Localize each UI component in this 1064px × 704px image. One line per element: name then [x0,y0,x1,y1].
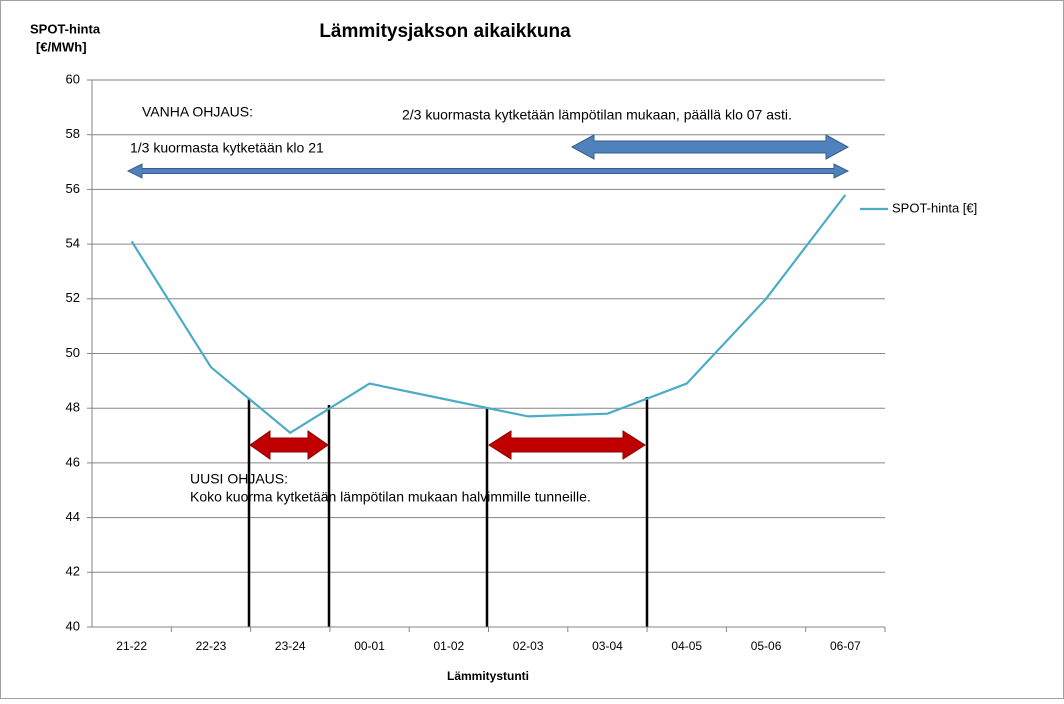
y-axis-label: SPOT-hinta [30,21,101,36]
x-tick-label: 03-04 [592,639,623,653]
x-tick-label: 21-22 [116,639,147,653]
y-tick-label: 52 [66,290,80,305]
x-tick-label: 05-06 [751,639,782,653]
y-tick-label: 56 [66,181,80,196]
x-tick-label: 23-24 [275,639,306,653]
y-tick-label: 46 [66,454,80,469]
series-line [130,194,847,435]
y-tick-label: 50 [66,345,80,360]
annotation: 1/3 kuormasta kytketään klo 21 [130,140,324,156]
y-tick-label: 42 [66,564,80,579]
x-tick-label: 22-23 [196,639,227,653]
annotation: UUSI OHJAUS: [190,471,288,487]
annotation: 2/3 kuormasta kytketään lämpötilan mukaa… [402,107,792,123]
x-axis-label: Lämmitystunti [447,669,529,683]
y-tick-label: 60 [66,71,80,86]
arrow [488,430,646,460]
x-tick-label: 06-07 [830,639,861,653]
x-tick-label: 00-01 [354,639,385,653]
annotation: Koko kuorma kytketään lämpötilan mukaan … [190,489,591,505]
y-tick-label: 40 [66,618,80,633]
y-tick-label: 44 [66,509,80,524]
legend-label: SPOT-hinta [€] [892,200,977,215]
y-axis-label: [€/MWh] [36,39,87,54]
arrow [570,134,850,160]
x-tick-label: 01-02 [433,639,464,653]
chart-title: Lämmitysjakson aikaikkuna [319,21,571,42]
x-tick-label: 04-05 [671,639,702,653]
y-tick-label: 58 [66,126,80,141]
x-tick-label: 02-03 [513,639,544,653]
arrow [249,430,329,460]
y-tick-label: 48 [66,400,80,415]
annotation: VANHA OHJAUS: [142,104,253,120]
arrow [126,163,850,179]
y-tick-label: 54 [66,236,80,251]
